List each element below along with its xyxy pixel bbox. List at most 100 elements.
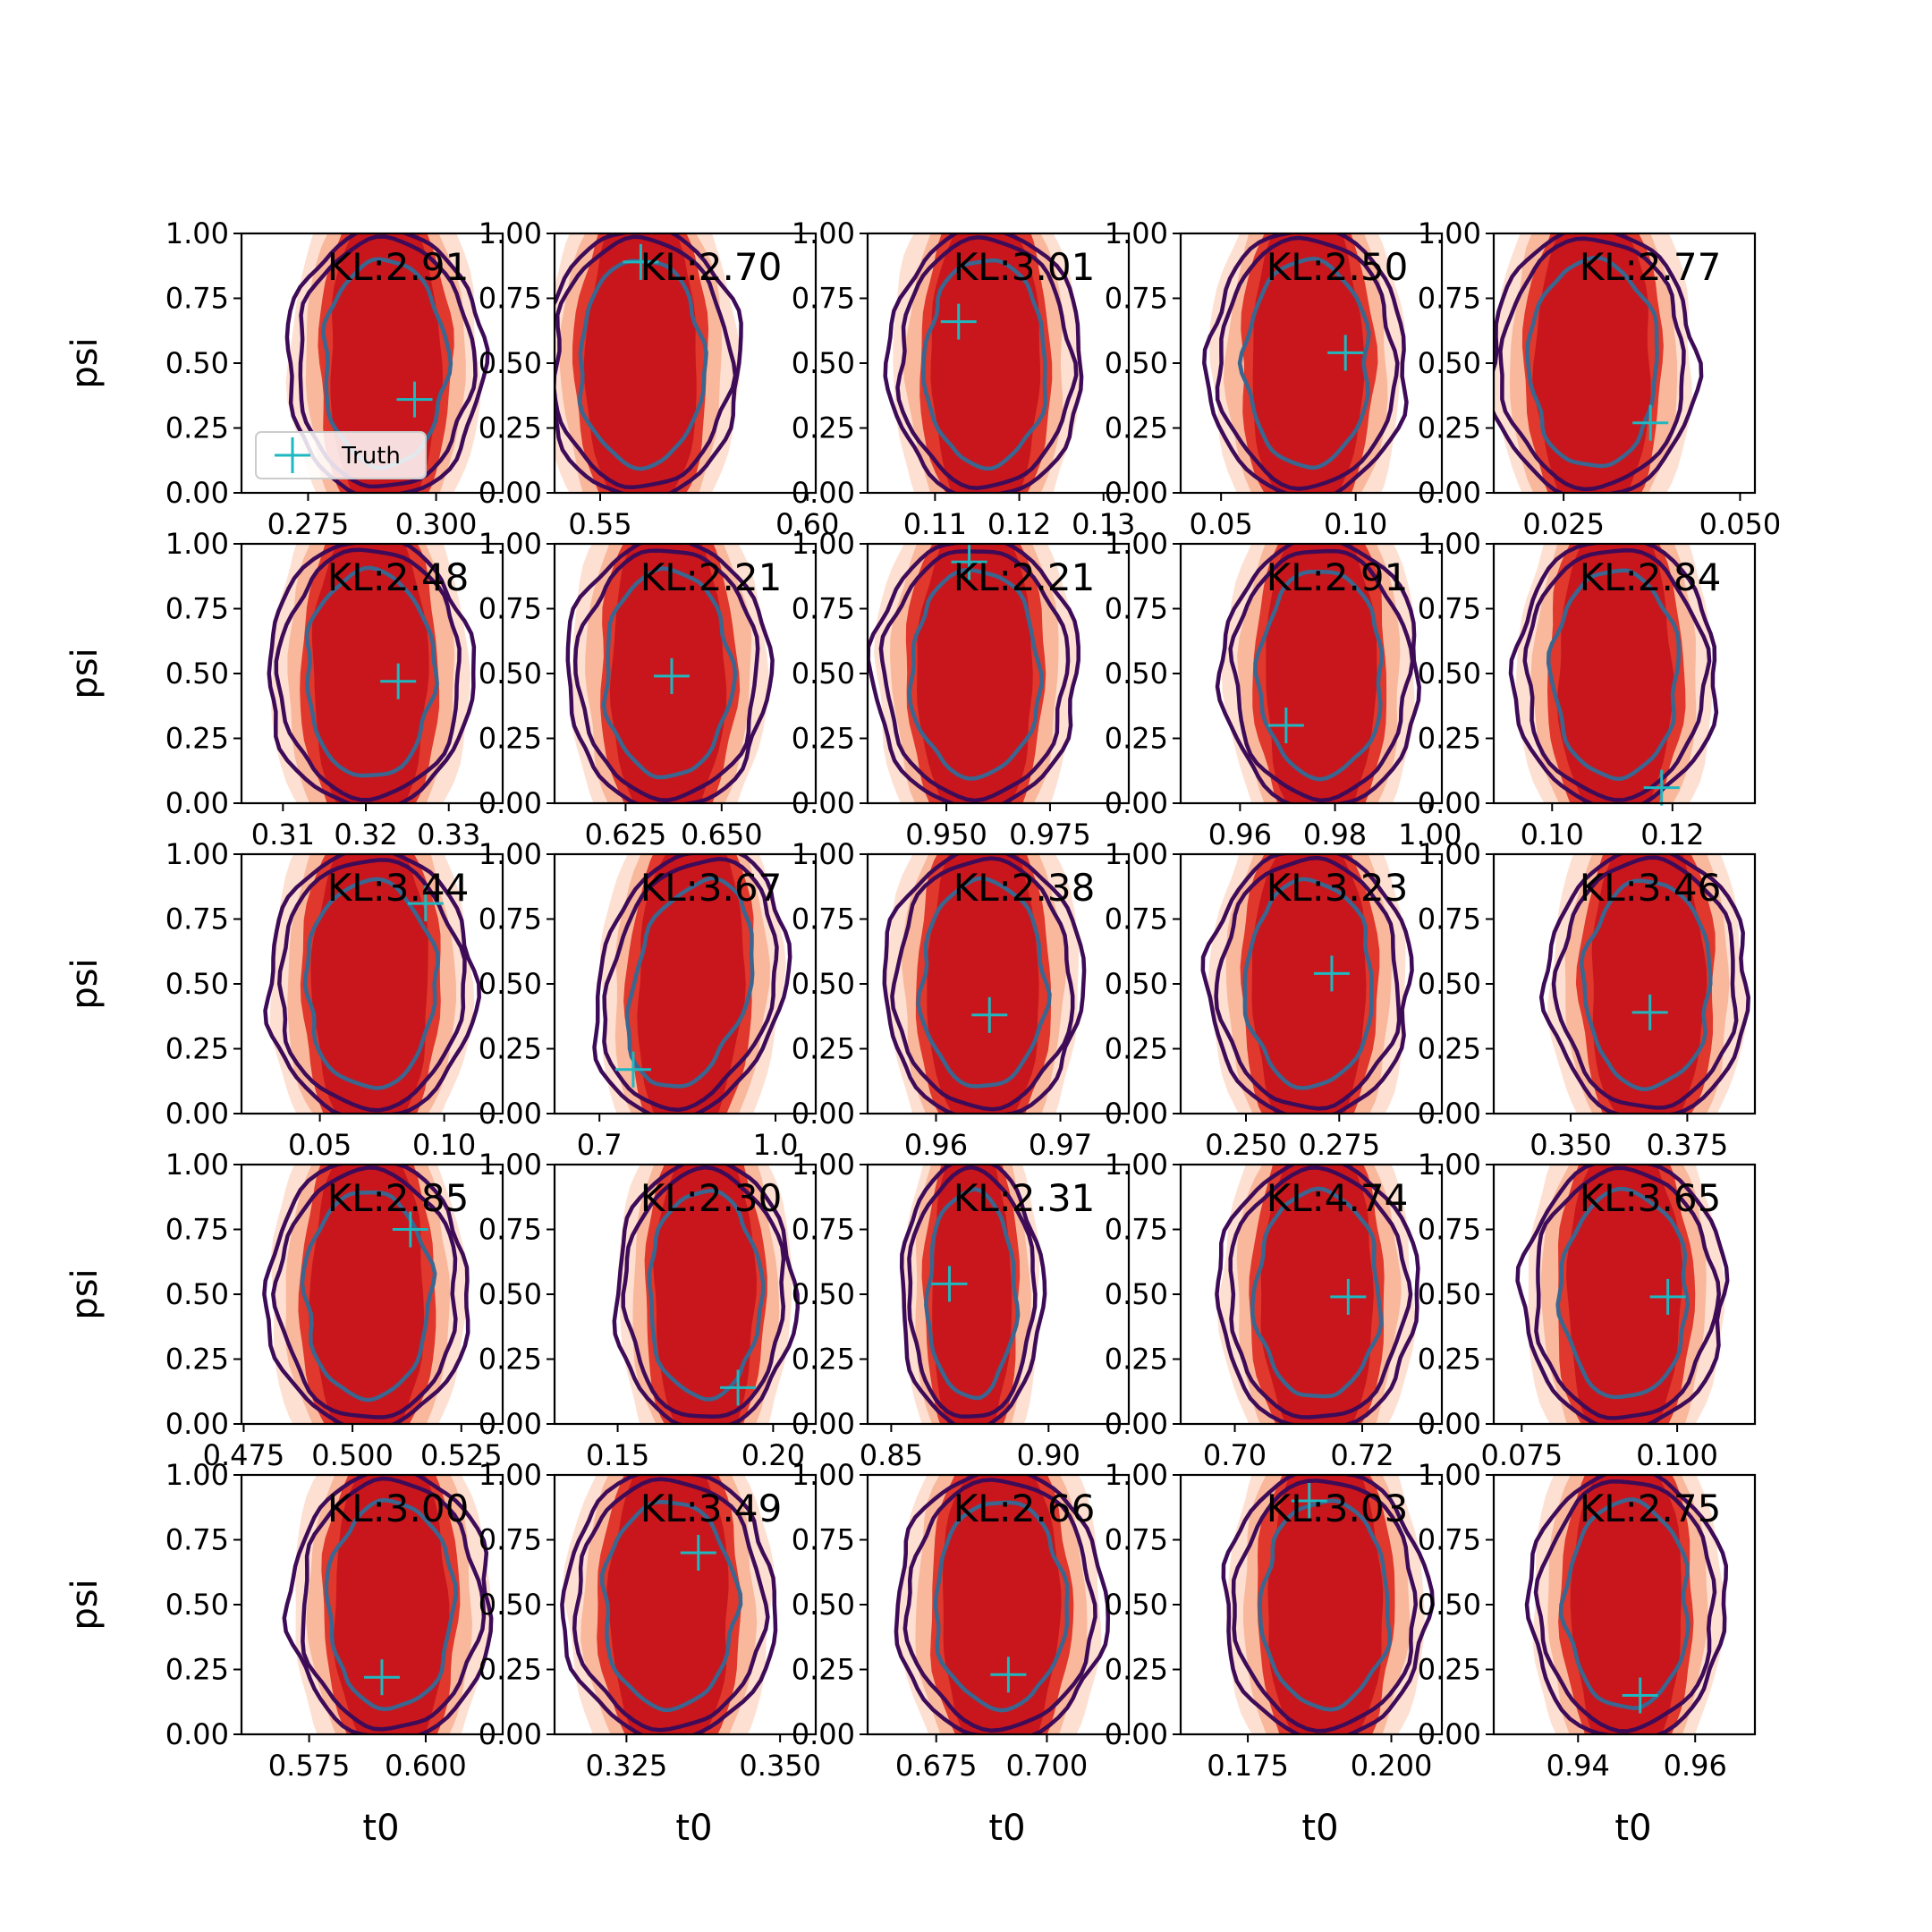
y-tick-label: 0.50 <box>792 967 855 1001</box>
y-tick-label: 1.00 <box>479 216 542 250</box>
panel-4-4: 0.00 0.25 0.50 0.75 1.00 0.70 0.72 KL:4.74 <box>1105 1148 1444 1472</box>
contour-inner <box>624 876 755 1089</box>
x-tick-label: 0.075 <box>1480 1438 1563 1472</box>
x-tick-label: 0.475 <box>203 1438 285 1472</box>
truth-marker <box>720 1369 757 1406</box>
kl-annotation: KL:2.91 <box>1267 555 1409 599</box>
truth-marker <box>614 1051 651 1088</box>
y-tick-label: 1.00 <box>479 1148 542 1182</box>
y-tick-label: 0.00 <box>1105 786 1168 820</box>
y-tick-label: 1.00 <box>1418 527 1481 561</box>
density-fill-core <box>1570 1475 1682 1734</box>
legend-label: Truth <box>341 443 401 470</box>
y-tick-label: 0.25 <box>165 1653 229 1687</box>
contour-inner <box>921 258 1048 471</box>
density-fill-core <box>609 544 727 803</box>
density-fill-core <box>1252 233 1365 493</box>
density-fill-core <box>583 233 697 493</box>
contour-outer <box>565 544 775 803</box>
truth-marker <box>1327 335 1364 371</box>
panel-2-1: 0.00 0.25 0.50 0.75 1.00 0.31 0.32 0.33 KL:2.48 p… <box>64 527 504 852</box>
contour-outer <box>868 544 1080 803</box>
y-tick-label: 0.50 <box>479 1277 542 1311</box>
y-tick-label: 0.25 <box>1418 1653 1481 1687</box>
contour-middle <box>878 549 1071 803</box>
x-tick-label: 0.96 <box>1664 1749 1727 1783</box>
truth-marker <box>1631 994 1668 1030</box>
panel-1-3: 0.00 0.25 0.50 0.75 1.00 0.11 0.12 0.13 KL:3.01 <box>792 216 1136 541</box>
x-tick-label: 0.700 <box>1006 1749 1089 1783</box>
panel-4-1: 0.00 0.25 0.50 0.75 1.00 0.475 0.500 0.525 KL:2.… <box>64 1148 504 1472</box>
density-fill-core <box>333 1475 450 1734</box>
truth-marker <box>1643 769 1680 806</box>
y-tick-label: 0.00 <box>792 1097 855 1131</box>
x-tick-label: 0.250 <box>1205 1128 1287 1162</box>
y-tick-label: 0.25 <box>1105 411 1168 445</box>
contour-inner <box>1555 1186 1690 1400</box>
contour-inner <box>907 567 1044 781</box>
panel-1-1: 0.00 0.25 0.50 0.75 1.00 0.275 0.300 KL:2.91 psi… <box>64 216 504 541</box>
truth-marker <box>653 657 690 694</box>
y-tick-label: 0.00 <box>1418 476 1481 510</box>
contour-inner <box>324 1497 459 1712</box>
y-tick-label: 1.00 <box>792 1148 855 1182</box>
y-tick-label: 1.00 <box>1418 216 1481 250</box>
y-tick-label: 1.00 <box>479 837 542 871</box>
y-tick-label: 0.50 <box>479 346 542 380</box>
y-tick-label: 0.25 <box>479 722 542 756</box>
y-tick-label: 1.00 <box>792 1458 855 1492</box>
contour-middle <box>1228 1165 1413 1419</box>
contour-middle <box>1231 1479 1419 1733</box>
contour-middle <box>572 1477 770 1733</box>
contour-outer <box>899 1165 1047 1424</box>
y-tick-label: 0.00 <box>165 476 229 510</box>
x-tick-label: 0.375 <box>1647 1128 1729 1162</box>
x-tick-label: 0.10 <box>412 1128 476 1162</box>
y-tick-label: 0.50 <box>165 1588 229 1622</box>
density-fill-core <box>1251 854 1367 1114</box>
x-tick-label: 0.525 <box>420 1438 503 1472</box>
contour-middle <box>1228 548 1415 803</box>
y-tick-label: 0.00 <box>792 786 855 820</box>
kl-annotation: KL:2.77 <box>1580 245 1722 289</box>
x-tick-label: 0.050 <box>1699 507 1782 541</box>
x-tick-label: 0.675 <box>895 1749 978 1783</box>
contour-outer <box>1515 1165 1730 1424</box>
contour-inner <box>601 566 738 780</box>
y-tick-label: 0.25 <box>1105 1653 1168 1687</box>
x-tick-label: 0.94 <box>1546 1749 1610 1783</box>
truth-marker <box>380 663 417 699</box>
contour-outer <box>1200 854 1414 1114</box>
kl-annotation: KL:3.03 <box>1267 1487 1409 1530</box>
x-tick-label: 0.85 <box>860 1438 923 1472</box>
y-tick-label: 0.75 <box>792 902 855 936</box>
x-tick-label: 0.300 <box>395 507 478 541</box>
y-tick-label: 0.50 <box>165 1277 229 1311</box>
kl-annotation: KL:2.91 <box>327 245 470 289</box>
contour-outer <box>1221 1475 1435 1734</box>
y-tick-label: 0.75 <box>479 592 542 626</box>
contour-middle <box>301 1476 487 1732</box>
x-tick-label: 0.20 <box>741 1438 805 1472</box>
kl-annotation: KL:2.50 <box>1267 245 1409 289</box>
y-tick-label: 0.00 <box>1418 786 1481 820</box>
y-tick-label: 0.25 <box>1105 722 1168 756</box>
panel-1-5: 0.00 0.25 0.50 0.75 1.00 0.025 0.050 KL:2.77 <box>1418 216 1782 541</box>
x-tick-label: 0.11 <box>903 507 967 541</box>
y-tick-label: 0.00 <box>479 476 542 510</box>
kl-annotation: KL:3.23 <box>1267 866 1409 910</box>
density-fill-core <box>1532 233 1651 493</box>
x-tick-label: 0.98 <box>1303 818 1367 852</box>
kl-annotation: KL:2.21 <box>953 555 1096 599</box>
kl-annotation: KL:2.38 <box>953 866 1096 910</box>
x-tick-label: 0.12 <box>987 507 1051 541</box>
density-fill-core <box>1260 1165 1374 1424</box>
y-tick-label: 0.50 <box>1418 967 1481 1001</box>
x-tick-label: 0.31 <box>251 818 315 852</box>
contour-inner <box>302 877 440 1090</box>
contour-middle <box>1551 855 1739 1110</box>
kl-annotation: KL:3.67 <box>640 866 783 910</box>
y-tick-label: 0.50 <box>1105 346 1168 380</box>
y-tick-label: 0.00 <box>1418 1407 1481 1441</box>
panel-3-5: 0.00 0.25 0.50 0.75 1.00 0.350 0.375 KL:3.46 <box>1418 837 1757 1162</box>
